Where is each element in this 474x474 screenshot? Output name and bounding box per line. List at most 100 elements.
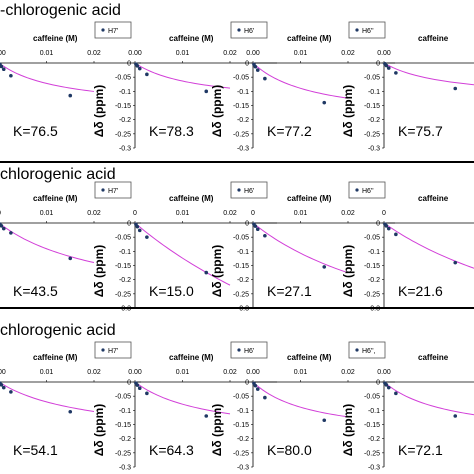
y-tick-label: -0.25 xyxy=(115,291,131,298)
data-point xyxy=(135,64,140,68)
x-tick-label: 0.02 xyxy=(223,50,237,57)
y-axis-label: Δδ (ppm) xyxy=(210,85,224,138)
data-point xyxy=(137,228,142,233)
fit-curve xyxy=(0,63,95,92)
section-title-2: chlorogenic acid xyxy=(0,166,116,183)
fit-curve xyxy=(383,222,474,269)
y-tick-label: -0.25 xyxy=(233,131,249,138)
data-point xyxy=(394,71,398,75)
data-point xyxy=(386,226,391,231)
y-tick-label: -0.15 xyxy=(364,422,380,429)
legend-label: H6' xyxy=(244,348,254,355)
legend-label: H6'' xyxy=(362,28,374,35)
data-point xyxy=(384,63,389,68)
legend-label: H6' xyxy=(244,28,254,35)
data-point xyxy=(386,66,391,70)
x-tick-label: 0.01 xyxy=(176,50,190,57)
y-tick-label: -0.1 xyxy=(237,408,249,415)
y-tick-label: -0.1 xyxy=(368,249,380,256)
y-axis-label: Δδ (ppm) xyxy=(210,245,224,298)
data-point xyxy=(9,231,13,235)
y-tick-label: -0.3 xyxy=(119,465,131,472)
fit-curve xyxy=(134,62,231,89)
y-tick-label: -0.2 xyxy=(368,436,380,443)
y-tick-label: -0.05 xyxy=(233,394,249,401)
x-tick-label: 0.00 xyxy=(128,369,142,376)
chart-panel-10: H6' caffeine (M) 0.00 0.01 0.02 0 -0.05 -0.1 -0.… xyxy=(92,341,277,472)
legend-box xyxy=(348,181,386,199)
x-axis-label: caffeine (M) xyxy=(169,353,214,362)
data-point xyxy=(68,409,73,414)
y-tick-label: -0.3 xyxy=(237,146,249,153)
y-tick-label: -0.2 xyxy=(119,277,131,284)
data-point xyxy=(263,395,267,400)
y-tick-label: -0.3 xyxy=(368,146,380,153)
y-axis-label: Δδ (ppm) xyxy=(92,404,106,457)
legend-marker xyxy=(237,28,241,32)
legend-box xyxy=(230,181,268,199)
y-axis-label: Δδ (ppm) xyxy=(92,85,106,138)
x-axis-label: caffeine (M) xyxy=(287,34,332,43)
data-point xyxy=(386,385,391,390)
data-point xyxy=(1,226,6,231)
data-point xyxy=(135,224,140,229)
y-tick-label: 0 xyxy=(376,61,380,68)
data-point xyxy=(255,68,260,72)
y-tick-label: -0.05 xyxy=(233,75,249,82)
k-value-label: K=64.3 xyxy=(149,442,194,458)
k-value-label: K=21.6 xyxy=(398,283,443,299)
data-point xyxy=(253,224,258,228)
section-title-3: chlorogenic acid xyxy=(0,322,116,339)
y-tick-label: -0.05 xyxy=(115,75,131,82)
k-value-label: K=77.2 xyxy=(267,123,312,139)
y-tick-label: -0.25 xyxy=(233,291,249,298)
data-point xyxy=(9,390,13,394)
y-tick-label: -0.25 xyxy=(364,450,380,457)
data-point xyxy=(135,383,140,387)
fit-curve xyxy=(252,381,349,418)
x-tick-label: 0.01 xyxy=(40,210,54,217)
k-value-label: K=72.1 xyxy=(398,442,443,458)
legend-label: H7' xyxy=(108,28,118,35)
x-tick-label: 0.01 xyxy=(176,369,190,376)
y-tick-label: -0.05 xyxy=(233,235,249,242)
y-tick-label: -0.3 xyxy=(237,465,249,472)
y-tick-label: -0.15 xyxy=(364,263,380,270)
data-point xyxy=(0,64,4,69)
chart-panel-9: H7' caffeine (M) 0.00 0.01 0.02 0 -0.05 -0.1 -0.… xyxy=(0,341,141,458)
x-tick-label: 0.00 xyxy=(128,50,142,57)
legend-marker xyxy=(101,348,105,352)
chart-panel-7: H6'' caffeine (M) 0 0.01 0.02 0 -0.05 -0.1 -0.15… xyxy=(210,181,395,313)
y-tick-label: -0.1 xyxy=(237,89,249,96)
data-point xyxy=(255,227,260,232)
y-tick-label: -0.2 xyxy=(237,277,249,284)
x-tick-label: 0.00 xyxy=(377,50,391,57)
x-tick-label: 0.01 xyxy=(294,50,308,57)
x-tick-label: 0.00 xyxy=(377,369,391,376)
y-tick-label: -0.1 xyxy=(119,249,131,256)
x-tick-label: 0.00 xyxy=(246,50,260,57)
y-tick-label: -0.05 xyxy=(115,394,131,401)
data-point xyxy=(263,233,267,238)
data-point xyxy=(9,73,13,78)
x-axis-label: caffeine (M) xyxy=(287,353,332,362)
k-value-label: K=15.0 xyxy=(149,283,194,299)
y-tick-label: -0.05 xyxy=(364,235,380,242)
k-value-label: K=54.1 xyxy=(13,442,58,458)
x-tick-label: 0.01 xyxy=(40,50,54,57)
x-tick-label: 0.00 xyxy=(0,369,6,376)
data-point xyxy=(322,100,327,105)
x-tick-label: 0.02 xyxy=(223,210,237,217)
y-axis-label: Δδ (ppm) xyxy=(341,404,355,457)
y-tick-label: -0.25 xyxy=(233,450,249,457)
x-tick-label: 0.01 xyxy=(294,369,308,376)
y-tick-label: -0.15 xyxy=(115,103,131,110)
k-value-label: K=80.0 xyxy=(267,442,312,458)
data-point xyxy=(263,76,267,81)
data-point xyxy=(322,265,327,269)
y-axis-label: Δδ (ppm) xyxy=(341,245,355,298)
y-tick-label: -0.1 xyxy=(368,89,380,96)
y-tick-label: -0.15 xyxy=(364,103,380,110)
